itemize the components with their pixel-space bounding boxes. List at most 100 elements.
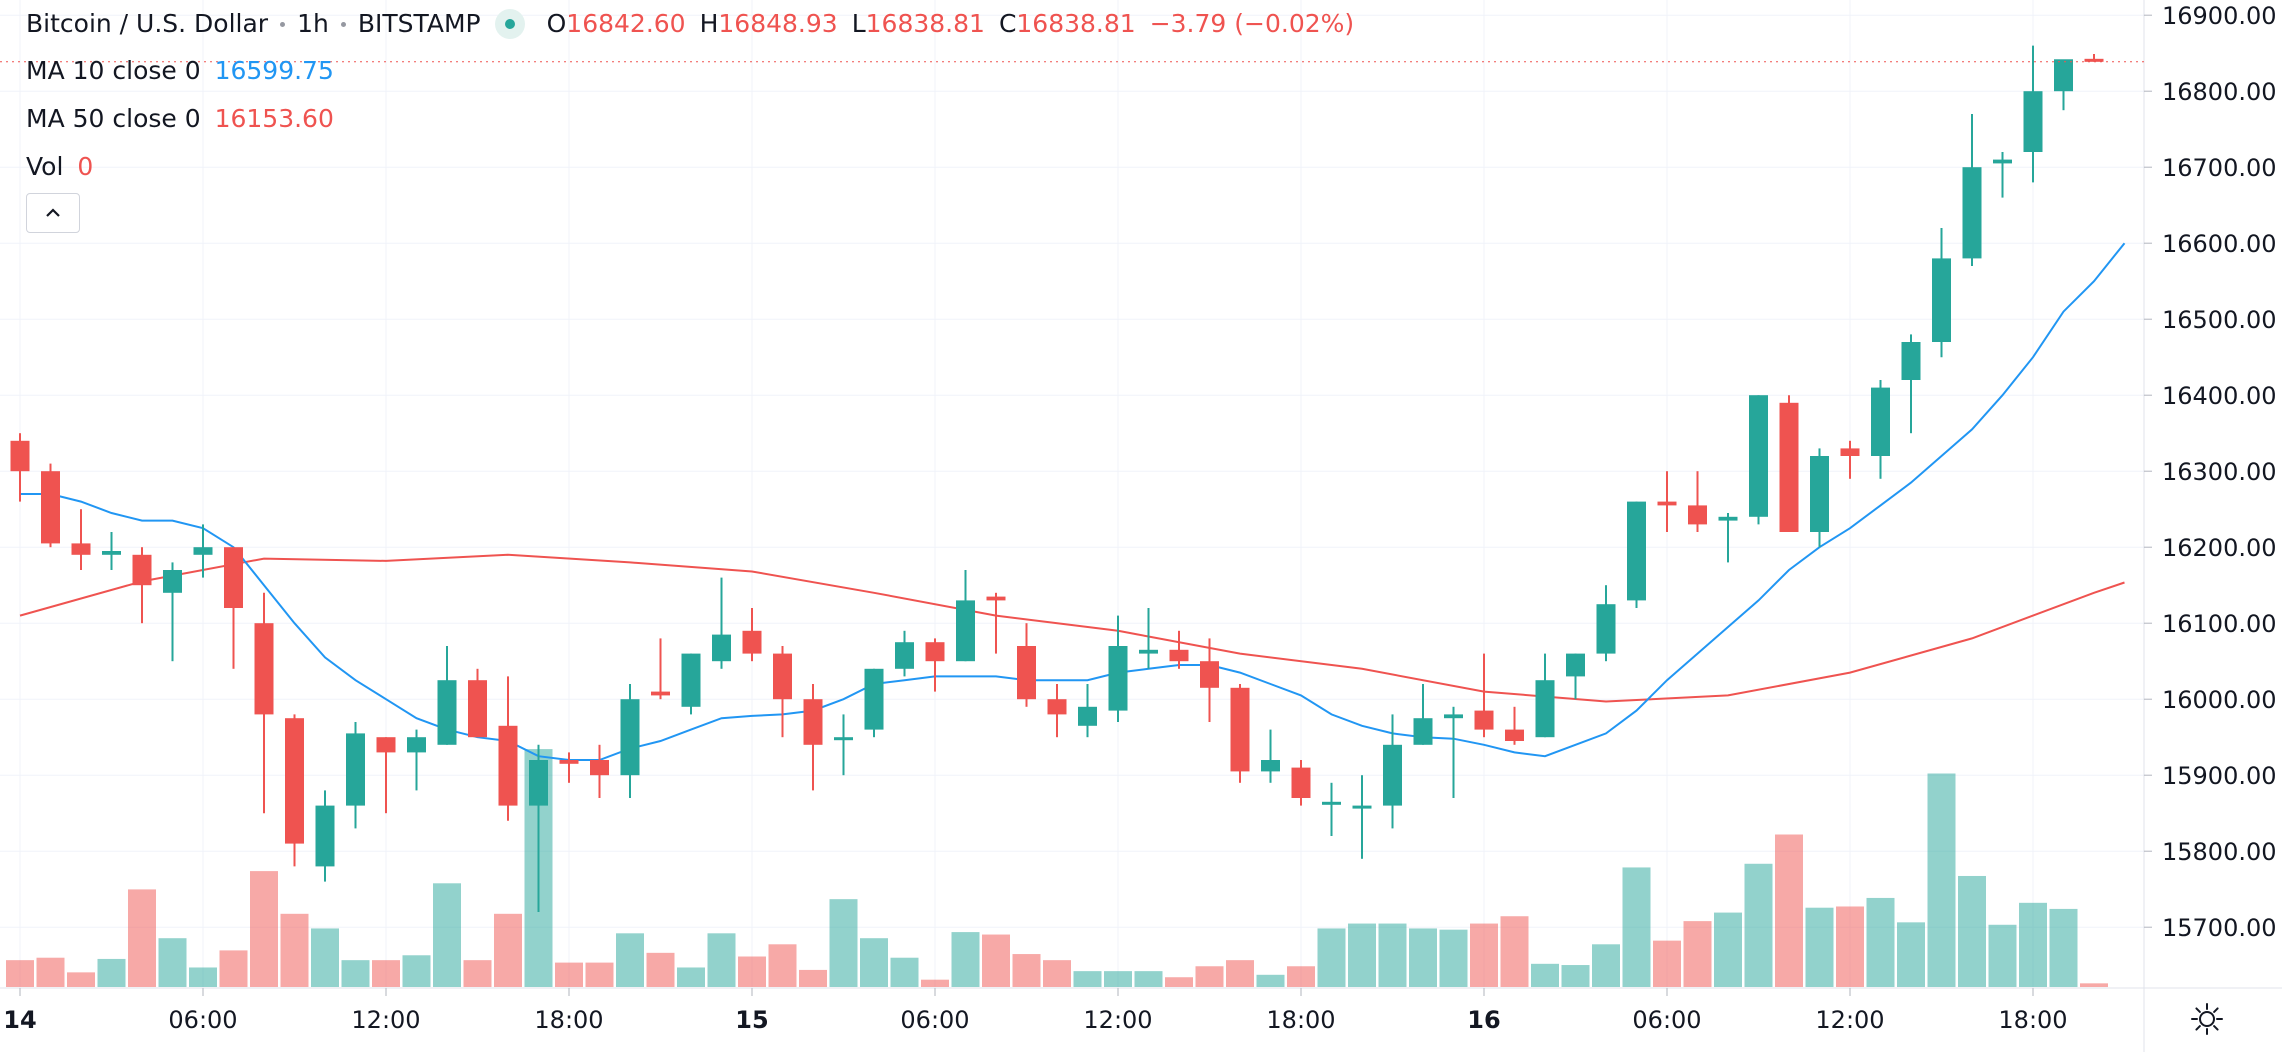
symbol-name[interactable]: Bitcoin / U.S. Dollar [26,9,269,38]
candle-body [1017,646,1036,700]
time-tick-label: 12:00 [351,1006,420,1034]
ma10-line [20,242,2126,761]
candle-body [1566,653,1585,677]
candle-body [834,737,853,741]
volume-bar [1958,875,1986,987]
candle [681,653,701,715]
collapse-legend-button[interactable] [26,193,80,233]
volume-bar [6,960,34,987]
candle [102,532,121,570]
candle-body [1627,501,1646,601]
candle-body [1657,501,1677,506]
candle [803,684,823,791]
volume-bar [1165,977,1193,987]
candle [1322,782,1341,836]
candle [468,668,487,738]
candle [1169,630,1189,669]
time-tick-label: 06:00 [900,1006,969,1034]
volume-bar [2019,902,2047,987]
volume-bar [1836,906,1864,987]
ma50-label: MA 50 close 0 [26,104,201,133]
volume-bar [1439,929,1468,987]
candle [1749,395,1768,525]
time-axis[interactable]: 14 06:00 12:00 18:00 15 06:00 12:00 18:00 16 06:0… [3,988,2068,1034]
ma10-legend[interactable]: MA 10 close 0 16599.75 [26,55,334,86]
volume-bar [1348,923,1376,987]
candle [1352,775,1372,859]
candle-body [590,760,609,776]
volume-bar [677,967,705,987]
candle [1962,114,1982,266]
candle [254,592,274,814]
candle-body [1474,710,1494,730]
candle-body [1383,744,1402,806]
candle-body [1169,649,1189,662]
volume-bar [1073,971,1102,987]
price-tick-label: 16600.00 [2162,230,2277,258]
candle [71,509,91,570]
volume-bar [36,957,65,987]
volume-bar [341,960,370,987]
price-tick-label: 16800.00 [2162,78,2277,106]
volume-bar [1988,924,2017,987]
candle [1230,684,1250,783]
candle-body [651,691,670,696]
candle-body [773,653,792,700]
volume-bar [1653,940,1681,987]
volume-bar [280,913,309,987]
candle [742,608,762,662]
candle-body [407,737,426,753]
volume-bar [1622,867,1651,987]
candle-body [1871,387,1890,456]
candle-body [1352,805,1372,809]
candle [986,592,1006,654]
candle-body [285,718,304,844]
candle [1932,228,1951,358]
candle [498,676,518,821]
close-key: C [998,9,1017,38]
volume-bars [6,749,2108,987]
candle [1261,729,1280,783]
open-key: O [546,9,567,38]
volume-bar [799,969,827,987]
candle-body [1230,687,1250,772]
price-axis[interactable]: 16900.00 16800.00 16700.00 16600.00 16500.00… [2144,2,2277,942]
candle-body [925,642,945,662]
volume-bar [1287,966,1315,987]
time-tick-label: 18:00 [534,1006,603,1034]
volume-label: Vol [26,152,64,181]
interval-label[interactable]: 1h [297,9,329,38]
candle-body [41,471,60,544]
candle-body [315,805,335,867]
candle-body [681,653,701,707]
candle [132,547,152,624]
candle-body [1505,729,1524,741]
exchange-label[interactable]: BITSTAMP [357,9,481,38]
price-tick-label: 16700.00 [2162,154,2277,182]
candle [315,790,335,882]
volume-bar [951,932,980,987]
candle-body [346,733,365,806]
low-key: L [851,9,866,38]
ma10-value: 16599.75 [214,56,334,85]
candle [2054,59,2073,111]
candle [41,463,60,548]
volume-bar [1744,863,1773,987]
volume-bar [250,871,278,987]
candle-body [1901,342,1921,380]
candle-body [1993,159,2012,164]
volume-bar [982,934,1010,987]
candle-body [559,760,579,764]
volume-legend[interactable]: Vol 0 [26,151,93,182]
candle-body [529,760,548,806]
volume-bar [402,955,431,987]
volume-bar [2049,908,2078,987]
settings-gear-icon[interactable] [2190,1002,2224,1036]
volume-bar [829,899,858,987]
candle [1840,440,1860,479]
candle-body [1840,448,1860,456]
volume-bar [311,928,339,987]
close-value: 16838.81 [1016,9,1136,38]
ma50-legend[interactable]: MA 50 close 0 16153.60 [26,103,334,134]
